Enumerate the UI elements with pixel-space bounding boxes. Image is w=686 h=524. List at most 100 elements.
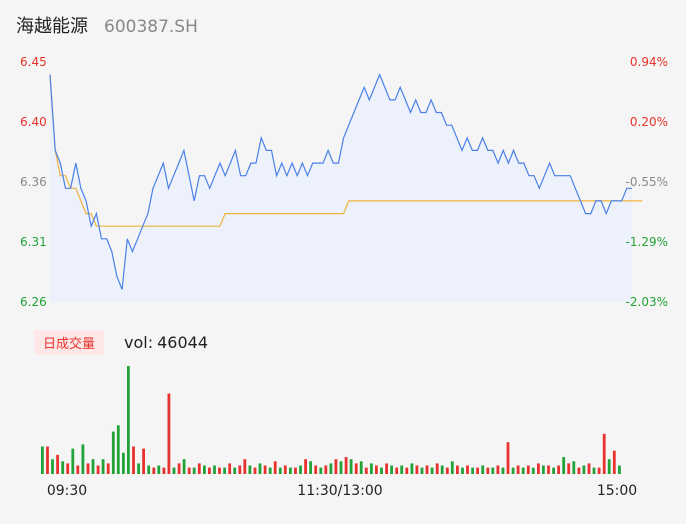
volume-bar xyxy=(476,467,479,474)
volume-bar xyxy=(56,454,59,474)
volume-bar xyxy=(319,467,323,474)
volume-bar xyxy=(491,467,495,474)
volume-bar xyxy=(223,467,226,474)
volume-bar xyxy=(213,465,216,474)
volume-bar xyxy=(283,465,287,474)
volume-bar xyxy=(253,467,257,474)
volume-bar xyxy=(375,465,378,474)
volume-bar xyxy=(106,463,110,474)
volume-bar xyxy=(294,467,297,474)
volume-bar xyxy=(248,465,252,474)
volume-bar xyxy=(339,461,343,474)
volume-bar xyxy=(349,459,353,474)
volume-bar xyxy=(157,465,161,474)
volume-bar xyxy=(192,467,196,474)
volume-bar xyxy=(243,459,247,474)
volume-bar xyxy=(147,465,151,474)
volume-bar xyxy=(466,465,469,474)
volume-bar xyxy=(516,465,520,474)
volume-bar xyxy=(380,467,383,474)
volume-bar xyxy=(405,467,409,474)
volume-bar xyxy=(618,465,621,474)
volume-bar xyxy=(552,467,555,474)
y-tick-left: 6.26 xyxy=(20,295,47,309)
volume-bar xyxy=(101,459,105,474)
volume-bar xyxy=(208,467,211,474)
volume-readout: vol: 46044 xyxy=(124,333,208,352)
volume-bar xyxy=(440,465,444,474)
volume-bar xyxy=(258,463,262,474)
volume-bar xyxy=(471,467,474,474)
y-tick-right: 0.20% xyxy=(630,115,668,129)
volume-bar xyxy=(314,465,318,474)
volume-bar xyxy=(607,459,611,474)
volume-bar xyxy=(557,465,560,474)
volume-bar xyxy=(203,465,206,474)
volume-bar xyxy=(41,446,44,474)
volume-label: vol: xyxy=(124,333,154,352)
volume-bar xyxy=(238,465,242,474)
y-tick-right: -1.29% xyxy=(626,235,668,249)
volume-value: 46044 xyxy=(157,333,209,352)
volume-bar xyxy=(592,467,596,474)
volume-bar xyxy=(496,465,500,474)
volume-bar xyxy=(228,463,232,474)
volume-bar xyxy=(364,467,368,474)
volume-bar xyxy=(425,465,429,474)
volume-bar xyxy=(521,467,525,474)
volume-bar xyxy=(273,461,277,474)
volume-bar xyxy=(268,467,272,474)
volume-bar xyxy=(177,463,181,474)
volume-legend: 日成交量 vol: 46044 xyxy=(34,330,208,355)
stock-name: 海越能源 xyxy=(16,16,88,37)
volume-bar xyxy=(263,465,267,474)
price-line xyxy=(49,73,632,290)
volume-bar xyxy=(197,463,201,474)
y-tick-left: 6.36 xyxy=(20,175,47,189)
volume-bar xyxy=(395,467,399,474)
average-price-line xyxy=(49,74,643,227)
volume-bar xyxy=(304,459,307,474)
volume-bar xyxy=(344,457,348,474)
volume-bar xyxy=(486,467,490,474)
volume-bar xyxy=(562,457,566,474)
y-tick-right: -2.03% xyxy=(626,295,668,309)
volume-bar xyxy=(142,448,145,474)
y-tick-left: 6.31 xyxy=(20,235,47,249)
volume-bar xyxy=(162,467,166,474)
volume-bar xyxy=(501,467,505,474)
volume-bar xyxy=(420,467,424,474)
volume-bar xyxy=(127,366,130,474)
volume-bar xyxy=(400,465,404,474)
volume-bar xyxy=(547,465,550,474)
y-tick-left: 6.45 xyxy=(20,55,47,69)
volume-bar xyxy=(51,459,54,474)
price-area-fill xyxy=(50,74,632,302)
volume-bar xyxy=(359,461,363,474)
volume-bar xyxy=(152,467,156,474)
volume-bar xyxy=(597,467,601,474)
volume-bar xyxy=(324,465,328,474)
volume-bar xyxy=(587,463,591,474)
volume-bar xyxy=(354,463,358,474)
volume-bar xyxy=(481,465,485,474)
volume-bar xyxy=(537,463,540,474)
volume-bar xyxy=(289,467,292,474)
volume-tab[interactable]: 日成交量 xyxy=(34,330,105,355)
volume-bar xyxy=(511,467,515,474)
volume-bar xyxy=(167,393,171,474)
volume-bar xyxy=(329,463,333,474)
volume-bar xyxy=(506,442,510,474)
stock-header: 海越能源 600387.SH xyxy=(16,12,198,40)
volume-bar xyxy=(233,467,237,474)
volume-bar xyxy=(582,465,586,474)
volume-bar xyxy=(542,465,545,474)
volume-bar xyxy=(122,452,125,474)
volume-bar xyxy=(567,463,571,474)
x-tick-label: 11:30/13:00 xyxy=(297,483,382,499)
x-tick-label: 09:30 xyxy=(47,483,87,499)
volume-bar xyxy=(456,465,459,474)
volume-bar xyxy=(91,459,95,474)
volume-bar xyxy=(187,467,191,474)
